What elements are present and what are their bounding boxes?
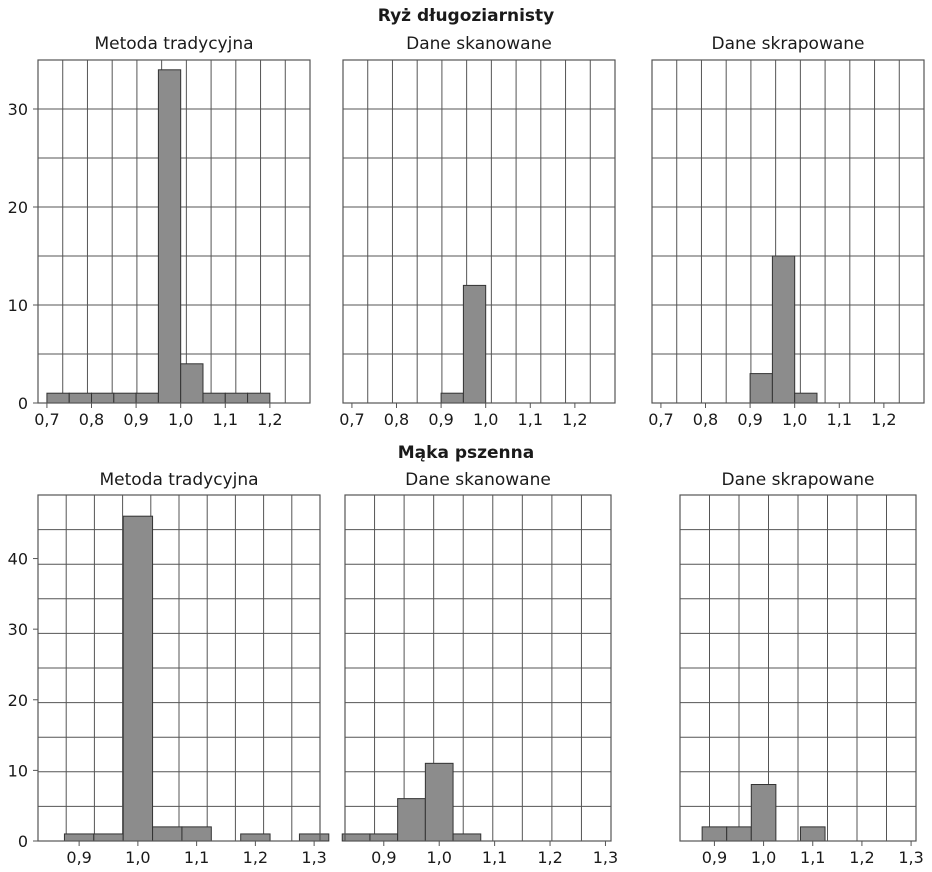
x-tick-label: 0,8 bbox=[384, 410, 409, 429]
group-title-rice: Ryż długoziarnisty bbox=[377, 6, 555, 26]
x-tick-label: 1,0 bbox=[426, 848, 451, 867]
histogram-bar bbox=[749, 373, 773, 404]
group-title-flour: Mąka pszenna bbox=[397, 443, 535, 463]
y-tick-label: 30 bbox=[8, 620, 28, 639]
histogram-bar bbox=[93, 833, 124, 842]
histogram-bar bbox=[91, 392, 115, 404]
x-tick-label: 0,9 bbox=[702, 848, 727, 867]
histogram-bar bbox=[157, 69, 182, 404]
histogram-bar bbox=[397, 798, 426, 842]
plot-frame bbox=[342, 59, 616, 404]
histogram-bar bbox=[122, 515, 154, 842]
histogram-bar bbox=[46, 392, 70, 404]
histogram-bar bbox=[135, 392, 159, 404]
x-tick-label: 0,7 bbox=[34, 410, 59, 429]
histogram-bar bbox=[452, 833, 482, 842]
x-tick-label: 0,7 bbox=[648, 410, 673, 429]
x-tick-label: 0,8 bbox=[693, 410, 718, 429]
panel-title-flour-scraped: Dane skrapowane bbox=[721, 470, 875, 490]
plot-frame bbox=[679, 494, 917, 842]
x-tick-label: 1,1 bbox=[213, 410, 238, 429]
histogram-bar bbox=[247, 392, 271, 404]
histogram-bar bbox=[68, 392, 93, 404]
panel-title-flour-traditional: Metoda tradycyjna bbox=[99, 470, 259, 490]
x-tick-label: 1,1 bbox=[482, 848, 507, 867]
x-tick-label: 1,1 bbox=[827, 410, 852, 429]
histogram-bar bbox=[726, 826, 752, 842]
histogram-bar bbox=[298, 833, 330, 842]
x-tick-label: 0,9 bbox=[371, 848, 396, 867]
y-tick-label: 20 bbox=[8, 691, 28, 710]
histogram-bar bbox=[224, 392, 249, 404]
x-tick-label: 1,3 bbox=[301, 848, 326, 867]
x-tick-label: 0,9 bbox=[737, 410, 762, 429]
histogram-bar bbox=[341, 833, 371, 842]
x-tick-label: 0,9 bbox=[428, 410, 453, 429]
panel-flour-scraped: 0,9 1,0 1,1 1,2 1,3 bbox=[679, 494, 924, 867]
histogram-bar bbox=[113, 392, 137, 404]
x-tick-label: 1,2 bbox=[849, 848, 874, 867]
x-tick-label: 1,0 bbox=[473, 410, 498, 429]
x-tick-label: 1,2 bbox=[871, 410, 896, 429]
y-tick-label: 20 bbox=[8, 198, 28, 217]
plot-frame bbox=[344, 494, 612, 842]
x-tick-label: 0,9 bbox=[66, 848, 91, 867]
panel-title-flour-scanned: Dane skanowane bbox=[405, 470, 551, 490]
x-tick-label: 1,2 bbox=[562, 410, 587, 429]
plot-frame bbox=[37, 59, 311, 404]
panel-title-rice-scraped: Dane skrapowane bbox=[711, 34, 865, 54]
histogram-bar bbox=[424, 762, 454, 842]
x-tick-label: 0,7 bbox=[339, 410, 364, 429]
histogram-bar bbox=[369, 833, 399, 842]
histogram-bar bbox=[771, 255, 796, 404]
y-tick-label: 30 bbox=[8, 100, 28, 119]
plot-frame bbox=[37, 494, 321, 842]
y-tick-label: 0 bbox=[18, 394, 28, 413]
panel-title-rice-traditional: Metoda tradycyjna bbox=[94, 34, 254, 54]
x-tick-label: 1,1 bbox=[518, 410, 543, 429]
x-tick-label: 1,1 bbox=[184, 848, 209, 867]
histogram-bar bbox=[181, 826, 212, 842]
x-tick-label: 1,1 bbox=[800, 848, 825, 867]
x-tick-label: 1,0 bbox=[751, 848, 776, 867]
y-tick-label: 10 bbox=[8, 296, 28, 315]
x-tick-label: 1,2 bbox=[257, 410, 282, 429]
panel-rice-scraped: 0,7 0,8 0,9 1,0 1,1 1,2 bbox=[648, 59, 925, 429]
histogram-bar bbox=[701, 826, 728, 842]
histogram-bar bbox=[202, 392, 226, 404]
panel-rice-traditional: 0,7 0,8 0,9 1,0 1,1 1,2 0 10 20 30 bbox=[8, 59, 311, 429]
y-tick-label: 40 bbox=[8, 550, 28, 569]
histogram-bar bbox=[180, 363, 204, 404]
x-tick-label: 1,3 bbox=[593, 848, 618, 867]
x-tick-label: 1,3 bbox=[898, 848, 923, 867]
x-tick-label: 1,0 bbox=[168, 410, 193, 429]
x-tick-label: 1,0 bbox=[782, 410, 807, 429]
histogram-bar bbox=[240, 833, 271, 842]
histogram-bar bbox=[152, 826, 183, 842]
x-tick-label: 0,8 bbox=[79, 410, 104, 429]
histogram-bar bbox=[63, 833, 95, 842]
panel-flour-scanned: 0,9 1,0 1,1 1,2 1,3 bbox=[341, 494, 618, 867]
plot-frame bbox=[651, 59, 925, 404]
histogram-bar bbox=[462, 284, 487, 404]
panel-flour-traditional: 0,9 1,0 1,1 1,2 1,3 0 10 20 30 40 bbox=[8, 494, 330, 867]
x-tick-label: 1,2 bbox=[243, 848, 268, 867]
histogram-bar bbox=[799, 826, 826, 842]
histogram-bar bbox=[794, 392, 818, 404]
x-tick-label: 1,0 bbox=[125, 848, 150, 867]
panel-rice-scanned: 0,7 0,8 0,9 1,0 1,1 1,2 bbox=[339, 59, 616, 429]
x-tick-label: 0,9 bbox=[123, 410, 148, 429]
histogram-bar bbox=[440, 392, 464, 404]
y-tick-label: 10 bbox=[8, 761, 28, 780]
histogram-bar bbox=[750, 784, 777, 842]
x-tick-label: 1,2 bbox=[537, 848, 562, 867]
y-tick-label: 0 bbox=[18, 832, 28, 851]
panel-title-rice-scanned: Dane skanowane bbox=[406, 34, 552, 54]
